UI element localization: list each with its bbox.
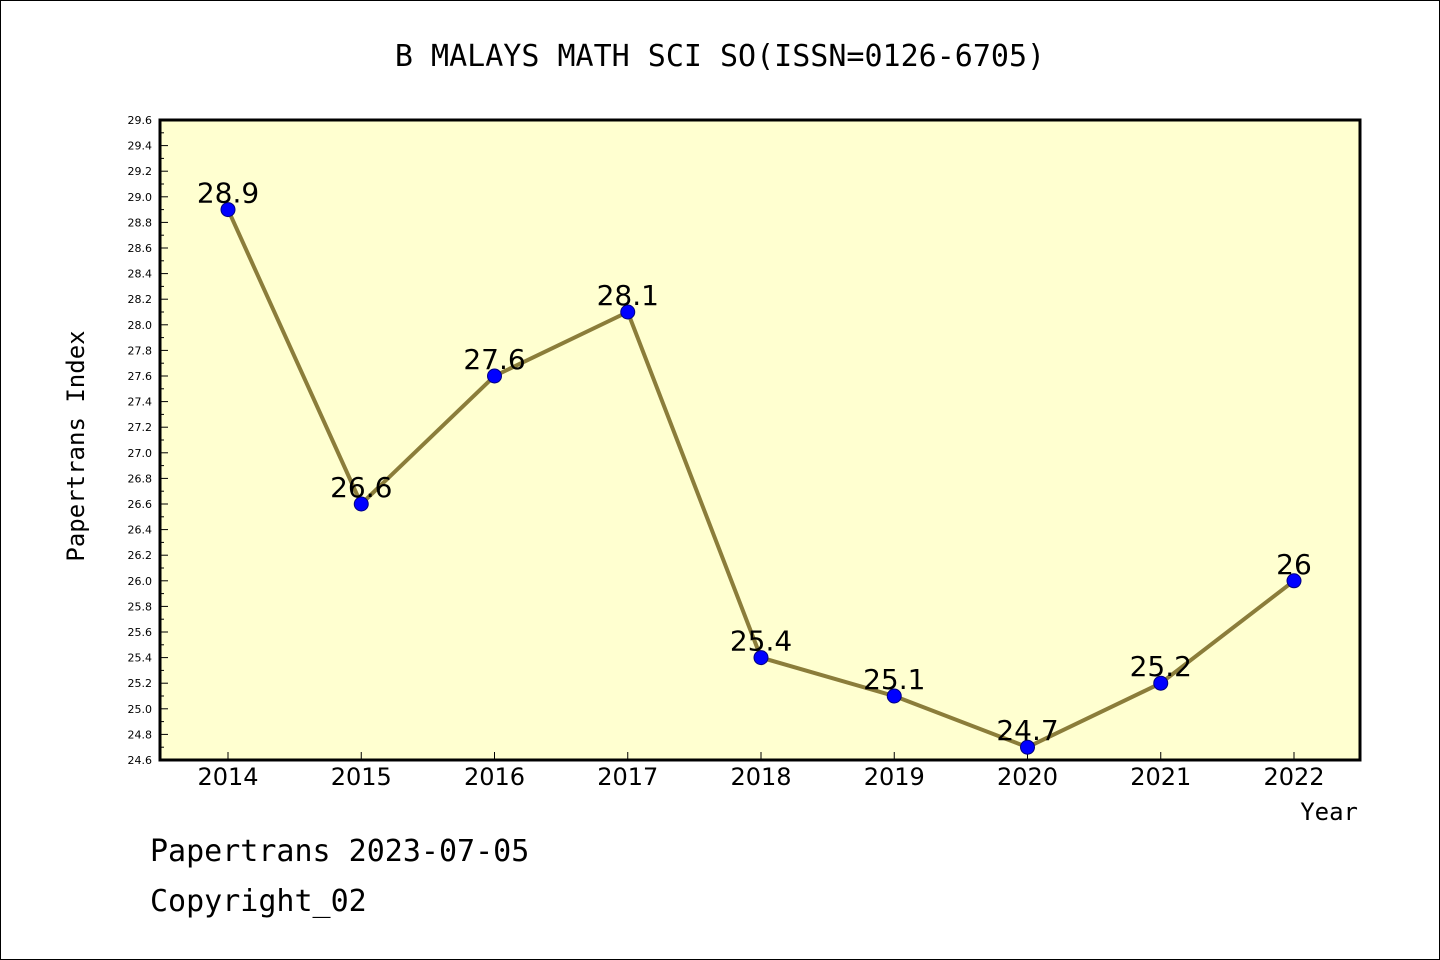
y-tick-label: 27.0: [128, 447, 153, 460]
chart-title: B MALAYS MATH SCI SO(ISSN=0126-6705): [395, 39, 1045, 74]
y-tick-label: 25.2: [128, 677, 153, 690]
plot-border: [158, 118, 1362, 762]
data-point: [753, 650, 769, 666]
data-point: [487, 368, 502, 384]
axis-ticks: 24.6 24.8 25.0 25.2 25.4 25.6 25.8 26.0 26.2 26.4…: [128, 114, 1325, 791]
footer-copyright: Copyright_02: [150, 884, 367, 919]
y-tick-label: 29.2: [128, 165, 153, 178]
data-label: 25.2: [1130, 650, 1192, 683]
footer-date: Papertrans 2023-07-05: [150, 834, 530, 869]
x-tick-label: 2021: [1130, 763, 1191, 791]
y-tick-label: 25.6: [128, 626, 153, 639]
y-tick-label: 27.4: [128, 396, 153, 409]
y-tick-label: 28.6: [128, 242, 153, 255]
data-label: 24.7: [996, 714, 1058, 747]
y-tick-label: 25.0: [128, 703, 153, 716]
data-point: [220, 202, 236, 218]
data-label: 26: [1276, 548, 1312, 581]
x-tick-label: 2020: [997, 763, 1058, 791]
y-tick-label: 29.6: [128, 114, 153, 127]
x-tick-label: 2014: [197, 763, 258, 791]
data-point: [353, 496, 369, 512]
y-tick-label: 28.2: [128, 293, 153, 306]
y-tick-label: 24.8: [128, 728, 153, 741]
y-tick-label: 27.2: [128, 421, 153, 434]
x-tick-label: 2016: [464, 763, 525, 791]
y-tick-label: 26.4: [128, 524, 153, 537]
y-tick-label: 25.4: [128, 652, 153, 665]
y-tick-label: 28.4: [128, 268, 153, 281]
x-tick-label: 2018: [730, 763, 791, 791]
data-label: 27.6: [463, 343, 525, 376]
y-tick-label: 24.6: [128, 754, 153, 767]
data-labels-layer: 28.9 26.6 27.6 28.1 25.4 25.1 24.7 25.2 26: [197, 177, 1312, 748]
x-tick-label: 2022: [1263, 763, 1324, 791]
data-label: 25.1: [863, 663, 925, 696]
x-axis-label: Year: [1300, 798, 1358, 826]
data-label: 26.6: [330, 471, 392, 504]
data-points-layer: [220, 202, 1302, 755]
y-tick-label: 29.4: [128, 140, 153, 153]
y-tick-label: 27.8: [128, 344, 153, 357]
y-tick-label: 29.0: [128, 191, 153, 204]
data-point: [620, 304, 636, 320]
y-tick-label: 28.0: [128, 319, 153, 332]
x-tick-label: 2017: [597, 763, 658, 791]
y-tick-label: 27.6: [128, 370, 153, 383]
y-tick-label: 26.0: [128, 575, 153, 588]
data-point: [1286, 573, 1302, 589]
data-label: 28.9: [197, 177, 259, 210]
x-tick-label: 2015: [331, 763, 392, 791]
y-tick-label: 28.8: [128, 216, 153, 229]
y-tick-label: 26.8: [128, 472, 153, 485]
data-label: 28.1: [597, 279, 659, 312]
y-tick-label: 25.8: [128, 600, 153, 613]
x-tick-label: 2019: [864, 763, 925, 791]
data-label: 25.4: [730, 625, 792, 658]
data-point: [886, 688, 902, 704]
y-axis-label: Papertrans Index: [62, 330, 90, 561]
y-tick-label: 26.6: [128, 498, 153, 511]
y-tick-label: 26.2: [128, 549, 153, 562]
data-point: [1020, 739, 1035, 755]
data-point: [1153, 675, 1169, 691]
